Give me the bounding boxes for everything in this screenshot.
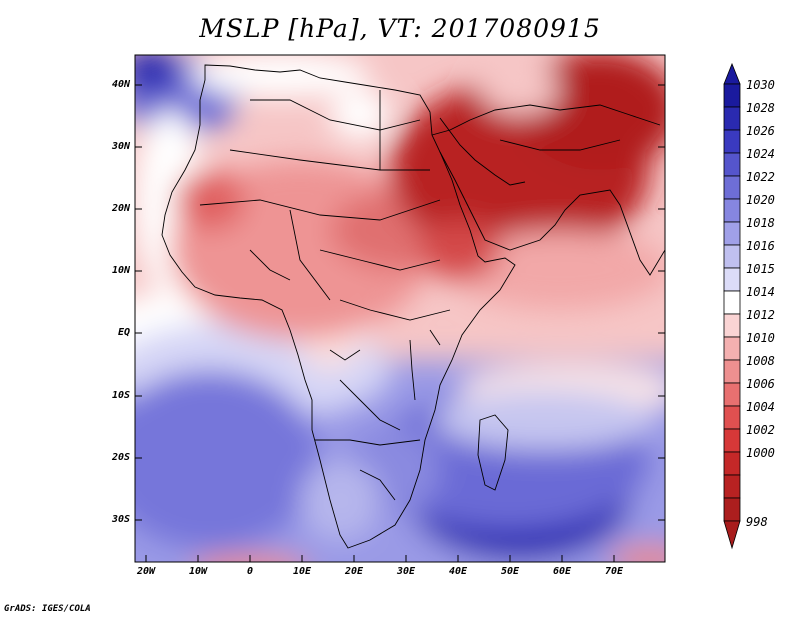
lon-label: 0: [246, 566, 254, 577]
colorbar-swatch: [723, 290, 741, 315]
colorbar-label: 1006: [746, 377, 775, 391]
colorbar-swatch: [723, 267, 741, 292]
colorbar-label: 1015: [746, 262, 775, 276]
colorbar-label: 998: [746, 515, 768, 529]
colorbar-swatch: [723, 405, 741, 430]
colorbar-label: 1008: [746, 354, 775, 368]
lat-label: 30S: [111, 514, 130, 525]
colorbar-label: 1030: [746, 78, 775, 92]
pressure-field: [135, 55, 665, 562]
lat-label: 20N: [111, 203, 130, 214]
lat-label: 10S: [111, 390, 130, 401]
colorbar-swatch: [723, 129, 741, 154]
lon-label: 70E: [604, 566, 624, 577]
lon-label: 30E: [396, 566, 416, 577]
colorbar-swatch: [723, 83, 741, 108]
colorbar-label: 1002: [746, 423, 775, 437]
lon-label: 40E: [448, 566, 468, 577]
map-title: MSLP [hPa], VT: 2017080915: [199, 14, 601, 43]
colorbar-label: 1020: [746, 193, 775, 207]
colorbar-label: 1000: [746, 446, 775, 460]
colorbar-swatch: [723, 474, 741, 499]
colorbar-swatch: [723, 175, 741, 200]
colorbar-swatch: [723, 244, 741, 269]
lon-label: 10W: [188, 566, 208, 577]
plot-frame: [134, 54, 666, 563]
lon-ticks: [145, 555, 615, 562]
colorbar-label: 1014: [746, 285, 775, 299]
colorbar-swatch: [723, 336, 741, 361]
colorbar-label: 1004: [746, 400, 775, 414]
colorbar-label: 1016: [746, 239, 775, 253]
lat-label: 40N: [111, 79, 130, 90]
lat-label: 10N: [111, 265, 130, 276]
colorbar-bottom-arrow: [723, 520, 741, 550]
colorbar-swatch: [723, 221, 741, 246]
colorbar-swatch: [723, 382, 741, 407]
colorbar-label: 1012: [746, 308, 775, 322]
colorbar-swatch: [723, 497, 741, 522]
lon-label: 10E: [292, 566, 312, 577]
lat-label: EQ: [117, 327, 130, 338]
lon-label: 20E: [344, 566, 364, 577]
colorbar-swatch: [723, 106, 741, 131]
lat-label: 30N: [111, 141, 130, 152]
colorbar-label: 1010: [746, 331, 775, 345]
coastlines: [161, 64, 665, 549]
lon-label: 50E: [500, 566, 520, 577]
lat-ticks: [135, 84, 665, 521]
colorbar-swatch: [723, 152, 741, 177]
colorbar-swatch: [723, 428, 741, 453]
colorbar-label: 1028: [746, 101, 775, 115]
lat-label: 20S: [111, 452, 130, 463]
colorbar-label: 1022: [746, 170, 775, 184]
colorbar-label: 1024: [746, 147, 775, 161]
colorbar-swatch: [723, 198, 741, 223]
colorbar-label: 1018: [746, 216, 775, 230]
lon-label: 20W: [136, 566, 156, 577]
credit-text: GrADS: IGES/COLA: [4, 604, 91, 614]
colorbar-label: 1026: [746, 124, 775, 138]
colorbar-top-arrow: [723, 62, 741, 85]
colorbar: [723, 62, 741, 550]
colorbar-swatch: [723, 313, 741, 338]
colorbar-swatch: [723, 359, 741, 384]
colorbar-swatch: [723, 451, 741, 476]
lon-label: 60E: [552, 566, 572, 577]
